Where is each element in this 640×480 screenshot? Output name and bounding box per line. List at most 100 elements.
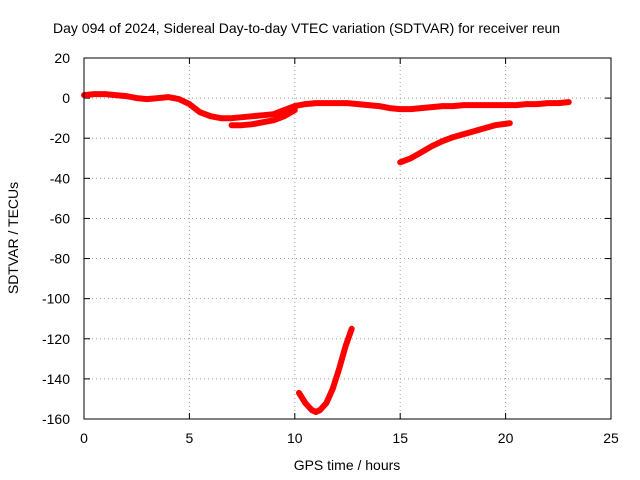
data-point [260, 119, 266, 125]
y-tick-labels: -160 -140 -120 -100 -80 -60 -40 -20 0 20 [42, 50, 70, 427]
grid [84, 58, 611, 419]
data-point [429, 143, 435, 149]
y-tick-label: -140 [42, 371, 70, 387]
data-point [134, 95, 140, 101]
x-tick-label: 10 [287, 430, 303, 446]
x-tick-label: 5 [186, 430, 194, 446]
y-tick-label: -120 [42, 331, 70, 347]
data-point [102, 91, 108, 97]
y-tick-label: -60 [50, 210, 70, 226]
y-tick-label: 0 [62, 90, 70, 106]
series-upper-track [81, 91, 572, 122]
data-point [292, 107, 298, 113]
data-point [323, 100, 329, 106]
series-midday-dip [296, 325, 355, 415]
data-point [450, 134, 456, 140]
data-point [165, 94, 171, 100]
data-point [336, 366, 342, 372]
series-layer [81, 91, 572, 415]
data-point [355, 101, 361, 107]
data-point [260, 112, 266, 118]
data-point [492, 122, 498, 128]
data-point [482, 102, 487, 108]
data-point [330, 386, 336, 392]
data-point [349, 326, 355, 332]
data-point [545, 100, 551, 106]
data-point [566, 99, 572, 105]
series-line [397, 120, 513, 166]
y-tick-label: -100 [42, 291, 70, 307]
y-axis-label: SDTVAR / TECUs [5, 182, 21, 294]
y-tick-label: -80 [50, 251, 70, 267]
data-point [250, 113, 256, 119]
data-point [309, 407, 315, 413]
data-point [302, 400, 308, 406]
series-late-track [397, 120, 513, 166]
data-point [313, 409, 319, 415]
data-point [239, 122, 245, 128]
data-point [250, 121, 256, 127]
y-tick-label: -20 [50, 130, 70, 146]
data-point [342, 344, 348, 350]
data-point [323, 400, 329, 406]
data-point [229, 115, 235, 121]
data-point [271, 117, 277, 123]
data-point [513, 102, 519, 108]
data-point [144, 96, 150, 102]
data-point [471, 102, 477, 108]
data-point [176, 96, 182, 102]
data-point [281, 107, 287, 113]
data-point [439, 138, 445, 144]
x-tick-label: 0 [80, 430, 88, 446]
series-line [296, 325, 355, 415]
y-tick-label: -40 [50, 170, 70, 186]
data-point [92, 91, 97, 97]
data-point [123, 93, 129, 99]
data-point [366, 102, 372, 108]
data-point [239, 114, 245, 120]
x-tick-labels: 0 5 10 15 20 25 [80, 430, 619, 446]
x-tick-label: 15 [392, 430, 408, 446]
data-point [408, 106, 414, 112]
data-point [408, 155, 414, 161]
data-point [334, 100, 340, 106]
data-point [387, 105, 393, 111]
data-point [460, 102, 466, 108]
data-point [503, 102, 509, 108]
x-tick-label: 25 [603, 430, 619, 446]
x-tick-label: 20 [498, 430, 514, 446]
data-point [302, 101, 308, 107]
data-point [218, 115, 224, 121]
data-point [208, 113, 213, 119]
data-point [482, 125, 487, 131]
data-point [376, 103, 382, 109]
data-point [397, 159, 403, 165]
data-point [345, 100, 350, 106]
data-point [450, 103, 456, 109]
data-point [460, 131, 466, 137]
data-point [229, 122, 235, 128]
data-point [271, 111, 277, 117]
data-point [524, 101, 530, 107]
data-point [313, 100, 319, 106]
y-tick-label: 20 [54, 50, 70, 66]
chart-title: Day 094 of 2024, Sidereal Day-to-day VTE… [53, 20, 560, 36]
data-point [296, 390, 302, 396]
axis-ticks [83, 57, 612, 420]
data-point [155, 95, 161, 101]
data-point [534, 101, 540, 107]
data-point [507, 120, 513, 126]
data-point [397, 106, 403, 112]
y-tick-label: -160 [42, 411, 70, 427]
data-point [317, 407, 323, 413]
data-point [186, 101, 192, 107]
data-point [113, 92, 119, 98]
data-point [418, 149, 424, 155]
data-point [471, 128, 477, 134]
data-point [197, 109, 203, 115]
data-point [492, 102, 498, 108]
data-point [281, 113, 287, 119]
data-point [292, 103, 298, 109]
data-point [439, 103, 445, 109]
